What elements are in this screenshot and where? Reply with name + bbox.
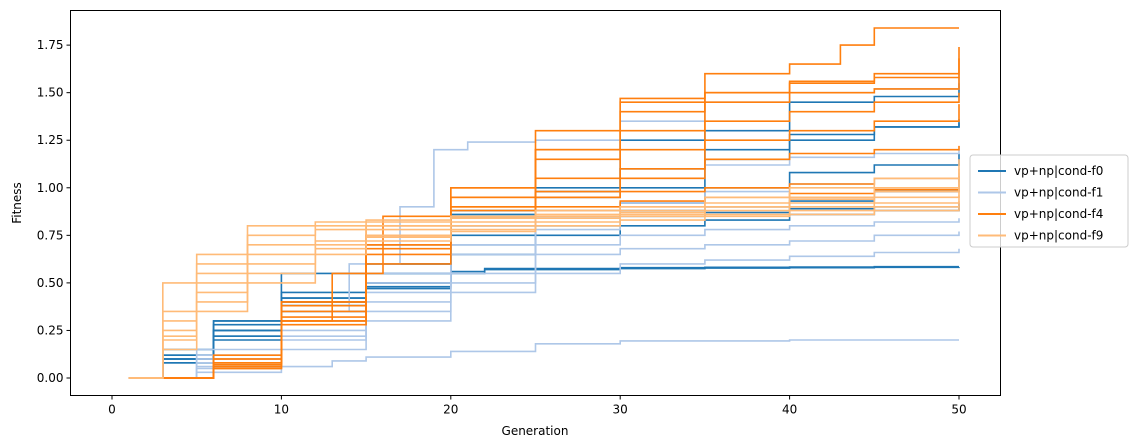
x-axis: 0 10 20 30 40 50 [108, 395, 967, 417]
x-tick-label: 20 [443, 403, 458, 417]
y-tick-label: 0.75 [37, 228, 64, 242]
y-axis-label: Fitness [10, 182, 24, 224]
series-line-3-run-5 [128, 201, 960, 379]
series-line-1-run-7 [128, 339, 959, 379]
y-tick-label: 0.00 [37, 371, 64, 385]
series-line-0-run-1 [128, 119, 960, 379]
series-line-1-run-4 [128, 218, 960, 379]
series-line-3-run-4 [128, 195, 960, 379]
series-line-3-run-2 [128, 178, 960, 379]
series-line-3-run-1 [128, 159, 960, 379]
series-line-2-run-1 [128, 47, 960, 379]
series-line-2-run-8 [128, 187, 960, 379]
x-tick-label: 50 [951, 403, 966, 417]
series-line-0-run-0 [128, 83, 960, 379]
y-tick-label: 0.25 [37, 323, 64, 337]
series-line-1-run-5 [128, 231, 960, 379]
series-line-1-run-3 [128, 182, 960, 379]
legend-box [969, 154, 1129, 248]
series-line-3-run-6 [128, 206, 960, 379]
x-tick-label: 0 [108, 403, 116, 417]
legend-label: vp+np|cond-f1 [1014, 186, 1103, 200]
y-tick-label: 1.50 [37, 86, 64, 100]
y-tick-label: 1.25 [37, 133, 64, 147]
y-tick-label: 0.50 [37, 276, 64, 290]
y-tick-label: 1.00 [37, 181, 64, 195]
series-line-0-run-6 [128, 206, 960, 379]
series-line-3-run-3 [128, 187, 960, 379]
legend-label: vp+np|cond-f0 [1014, 164, 1103, 178]
legend-label: vp+np|cond-f9 [1014, 229, 1103, 243]
x-tick-label: 40 [782, 403, 797, 417]
x-tick-label: 10 [274, 403, 289, 417]
legend: vp+np|cond-f0 vp+np|cond-f1 vp+np|cond-f4 v… [969, 154, 1129, 248]
y-axis: 0.00 0.25 0.50 0.75 1.00 1.25 1.50 1.75 [37, 38, 71, 385]
plot-lines [128, 27, 960, 379]
series-line-0-run-8 [128, 266, 960, 379]
x-axis-label: Generation [502, 424, 569, 438]
x-tick-label: 30 [613, 403, 628, 417]
y-tick-label: 1.75 [37, 38, 64, 52]
series-line-2-run-3 [128, 77, 960, 379]
legend-label: vp+np|cond-f4 [1014, 207, 1103, 221]
